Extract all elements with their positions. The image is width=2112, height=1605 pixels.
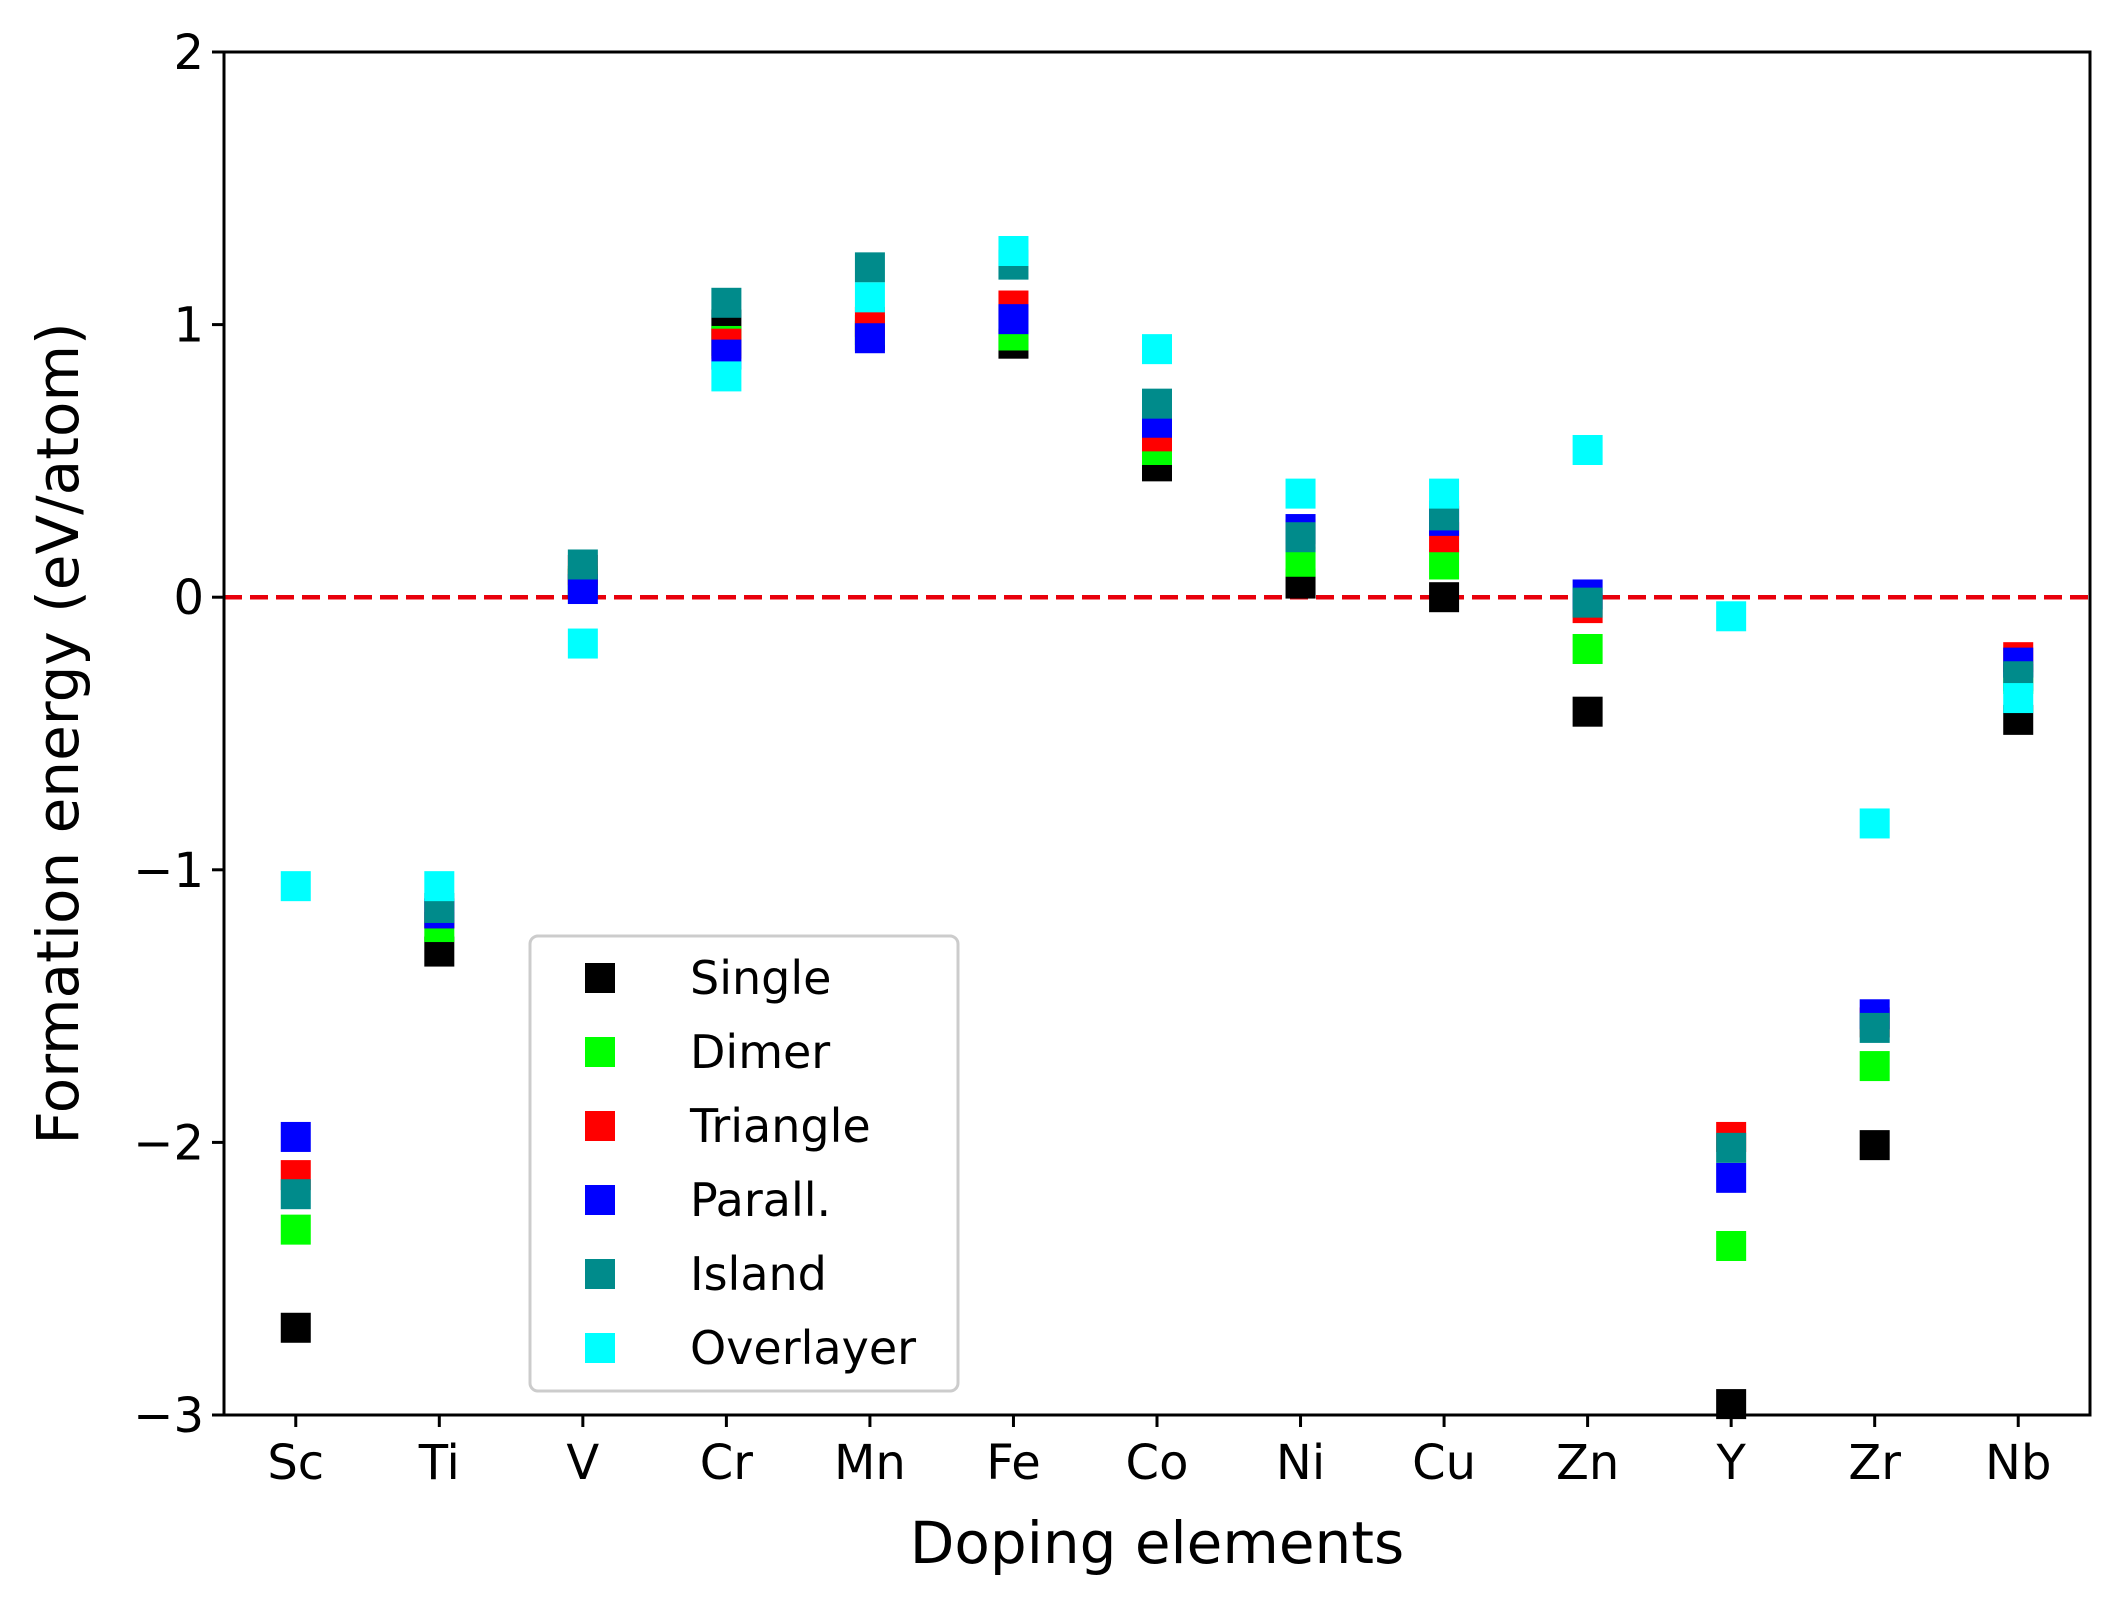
x-tick-label: Ti xyxy=(418,1435,460,1491)
marker-overlayer-fe xyxy=(998,235,1029,266)
x-tick-label: Sc xyxy=(267,1435,324,1491)
y-tick-label: 1 xyxy=(173,298,204,354)
legend-swatch xyxy=(585,1333,615,1363)
legend: Single Dimer Triangle Parall. Island Overlaye… xyxy=(528,934,960,1393)
marker-parall-mn xyxy=(854,323,885,354)
marker-island-mn xyxy=(854,252,885,283)
marker-parall-y xyxy=(1716,1162,1747,1193)
y-tick-label: −1 xyxy=(133,843,204,899)
x-tick-label: V xyxy=(566,1435,599,1491)
legend-frame xyxy=(528,934,960,1393)
x-axis-ticks: Sc Ti V Cr Mn Fe Co Ni Cu Zn Y Zr Nb xyxy=(267,1415,2051,1491)
x-tick-label: Cu xyxy=(1412,1435,1476,1491)
x-tick-label: Fe xyxy=(986,1435,1041,1491)
marker-overlayer-ti xyxy=(424,871,455,902)
x-tick-label: Y xyxy=(1715,1435,1746,1491)
legend-label: Dimer xyxy=(690,1025,830,1079)
x-tick-label: Mn xyxy=(834,1435,906,1491)
marker-island-y xyxy=(1716,1132,1747,1163)
legend-label: Parall. xyxy=(690,1173,831,1227)
y-axis-ticks: −3 −2 −1 0 1 2 xyxy=(133,25,224,1444)
y-tick-label: −2 xyxy=(133,1115,204,1171)
marker-dimer-zn xyxy=(1572,633,1603,664)
marker-dimer-zr xyxy=(1859,1051,1890,1082)
legend-label: Single xyxy=(690,951,831,1005)
marker-dimer-cu xyxy=(1429,549,1460,580)
marker-island-zr xyxy=(1859,1012,1890,1043)
legend-swatch xyxy=(585,1185,615,1215)
marker-overlayer-sc xyxy=(280,871,311,902)
marker-single-zr xyxy=(1859,1130,1890,1161)
marker-overlayer-y xyxy=(1716,601,1747,632)
marker-parall-fe xyxy=(998,304,1029,335)
x-tick-label: Ni xyxy=(1276,1435,1325,1491)
legend-swatch xyxy=(585,1111,615,1141)
marker-island-zn xyxy=(1572,587,1603,618)
legend-label: Island xyxy=(690,1247,827,1301)
marker-island-ni xyxy=(1285,522,1316,553)
legend-swatch xyxy=(585,963,615,993)
marker-island-v xyxy=(567,549,598,580)
x-tick-label: Cr xyxy=(700,1435,754,1491)
marker-island-co xyxy=(1142,388,1172,419)
y-tick-label: −3 xyxy=(133,1388,204,1444)
legend-label: Overlayer xyxy=(690,1321,916,1375)
marker-overlayer-co xyxy=(1142,334,1172,365)
marker-overlayer-cr xyxy=(711,361,742,392)
data-markers-layer xyxy=(280,235,2034,1420)
marker-dimer-sc xyxy=(280,1214,311,1245)
marker-overlayer-cu xyxy=(1429,478,1460,509)
marker-dimer-y xyxy=(1716,1230,1747,1261)
plot-frame xyxy=(222,50,2092,1417)
marker-island-sc xyxy=(280,1179,311,1210)
y-axis-label: Formation energy (eV/atom) xyxy=(24,322,92,1144)
y-tick-label: 2 xyxy=(173,25,204,81)
marker-parall-sc xyxy=(280,1121,311,1152)
x-tick-label: Zr xyxy=(1848,1435,1901,1491)
y-tick-label: 0 xyxy=(173,570,204,626)
legend-swatch xyxy=(585,1037,615,1067)
marker-single-zn xyxy=(1572,696,1603,727)
marker-overlayer-zn xyxy=(1572,434,1603,465)
legend-swatch xyxy=(585,1259,615,1289)
marker-overlayer-zr xyxy=(1859,808,1890,839)
x-tick-label: Co xyxy=(1126,1435,1189,1491)
x-tick-label: Zn xyxy=(1556,1435,1619,1491)
marker-overlayer-ni xyxy=(1285,478,1316,509)
marker-single-sc xyxy=(280,1312,311,1343)
marker-overlayer-v xyxy=(567,628,598,659)
marker-overlayer-mn xyxy=(854,282,885,313)
x-axis-label: Doping elements xyxy=(910,1509,1404,1577)
marker-overlayer-nb xyxy=(2003,683,2034,714)
x-tick-label: Nb xyxy=(1985,1435,2051,1491)
legend-label: Triangle xyxy=(689,1099,871,1153)
marker-island-cr xyxy=(711,287,742,318)
marker-single-cu xyxy=(1429,582,1460,613)
